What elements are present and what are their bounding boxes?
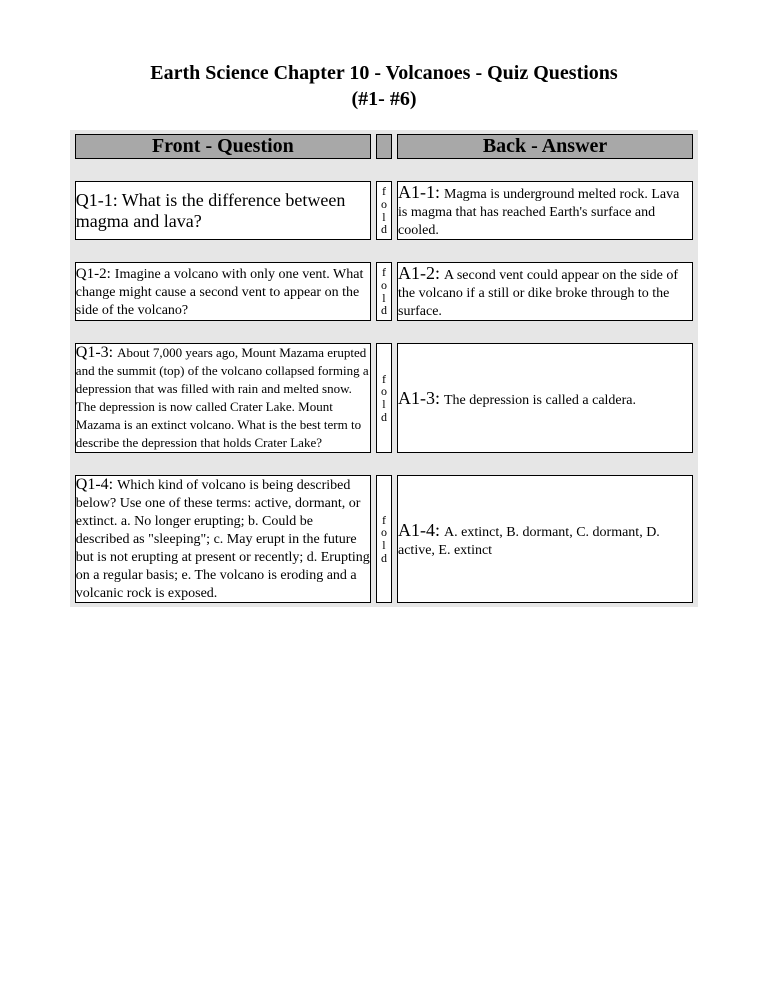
fold-letter: d xyxy=(377,411,391,424)
card-row: Q1-4: Which kind of volcano is being des… xyxy=(70,476,698,603)
card-row: Q1-3: About 7,000 years ago, Mount Mazam… xyxy=(70,344,698,453)
question-cell: Q1-2: Imagine a volcano with only one ve… xyxy=(75,263,370,321)
answer-cell: A1-1: Magma is underground melted rock. … xyxy=(398,182,693,240)
question-text: Imagine a volcano with only one vent. Wh… xyxy=(76,267,364,318)
fold-cell: fold xyxy=(376,263,391,321)
answer-tag: A1-1: xyxy=(398,182,440,202)
answer-cell: A1-2: A second vent could appear on the … xyxy=(398,263,693,321)
fold-cell: fold xyxy=(376,182,391,240)
question-tag: Q1-2: xyxy=(76,266,111,282)
header-gap xyxy=(376,135,391,159)
fold-letter: d xyxy=(377,552,391,565)
question-tag: Q1-3: xyxy=(76,344,113,361)
question-tag: Q1-1: xyxy=(76,190,118,210)
title-line2: (#1- #6) xyxy=(352,88,417,110)
answer-cell: A1-4: A. extinct, B. dormant, C. dormant… xyxy=(398,476,693,603)
fold-letter: o xyxy=(377,279,391,292)
question-text: Which kind of volcano is being described… xyxy=(76,478,370,601)
fold-letter: o xyxy=(377,198,391,211)
answer-tag: A1-3: xyxy=(398,388,440,408)
question-text: About 7,000 years ago, Mount Mazama erup… xyxy=(76,345,369,450)
card-row: Q1-1: What is the difference between mag… xyxy=(70,182,698,240)
title-line1: Earth Science Chapter 10 - Volcanoes - Q… xyxy=(150,62,617,84)
header-back: Back - Answer xyxy=(398,135,693,159)
question-cell: Q1-3: About 7,000 years ago, Mount Mazam… xyxy=(75,344,370,453)
fold-cell: fold xyxy=(376,344,391,453)
answer-text: The depression is called a caldera. xyxy=(444,393,636,408)
answer-text: Magma is underground melted rock. Lava i… xyxy=(398,187,679,238)
answer-tag: A1-2: xyxy=(398,263,440,283)
fold-letter: d xyxy=(377,223,391,236)
answer-tag: A1-4: xyxy=(398,520,440,540)
header-front: Front - Question xyxy=(75,135,370,159)
header-row: Front - Question Back - Answer xyxy=(70,135,698,159)
question-cell: Q1-4: Which kind of volcano is being des… xyxy=(75,476,370,603)
fold-letter: d xyxy=(377,304,391,317)
page-title: Earth Science Chapter 10 - Volcanoes - Q… xyxy=(70,60,698,112)
answer-text: A second vent could appear on the side o… xyxy=(398,268,678,319)
question-cell: Q1-1: What is the difference between mag… xyxy=(75,182,370,240)
card-row: Q1-2: Imagine a volcano with only one ve… xyxy=(70,263,698,321)
flashcard-table: Front - Question Back - Answer Q1-1: Wha… xyxy=(70,130,698,607)
fold-letter: l xyxy=(377,539,391,552)
answer-cell: A1-3: The depression is called a caldera… xyxy=(398,344,693,453)
fold-cell: fold xyxy=(376,476,391,603)
question-tag: Q1-4: xyxy=(76,476,113,493)
fold-letter: l xyxy=(377,398,391,411)
